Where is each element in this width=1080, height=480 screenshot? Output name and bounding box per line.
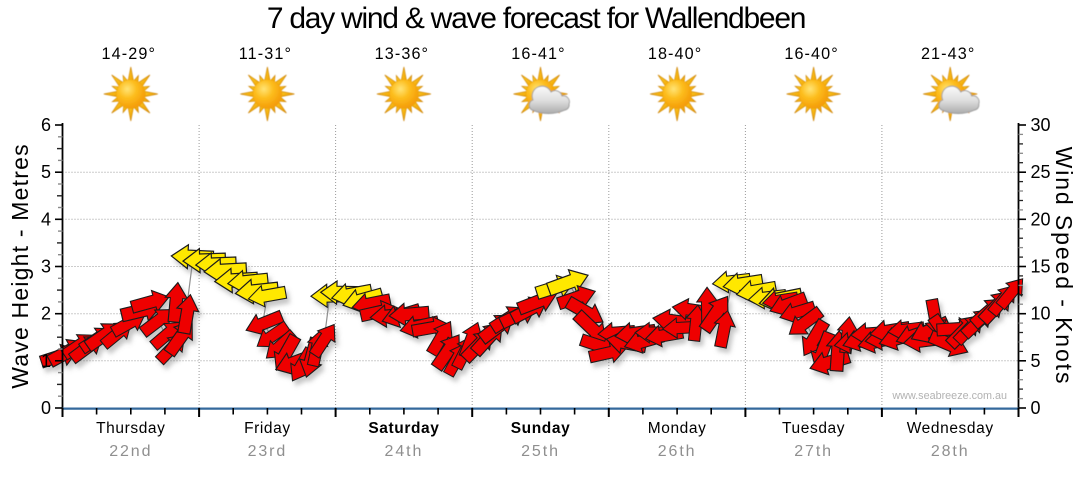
- svg-text:0: 0: [1031, 398, 1041, 418]
- svg-text:Monday: Monday: [648, 420, 707, 437]
- svg-text:6: 6: [41, 115, 51, 135]
- svg-text:30: 30: [1031, 115, 1051, 135]
- svg-text:4: 4: [41, 209, 51, 229]
- svg-text:25: 25: [1031, 162, 1051, 182]
- svg-text:20: 20: [1031, 209, 1051, 229]
- svg-text:5: 5: [41, 162, 51, 182]
- svg-text:5: 5: [1031, 351, 1041, 371]
- svg-text:25th: 25th: [521, 443, 560, 460]
- svg-text:24th: 24th: [385, 443, 424, 460]
- svg-text:Wednesday: Wednesday: [907, 420, 994, 437]
- svg-text:Friday: Friday: [244, 420, 291, 437]
- svg-text:www.seabreeze.com.au: www.seabreeze.com.au: [891, 390, 1007, 402]
- svg-text:22nd: 22nd: [109, 443, 152, 460]
- svg-text:Wave Height - Metres: Wave Height - Metres: [7, 143, 33, 389]
- svg-text:3: 3: [41, 257, 51, 277]
- svg-text:7 day wind & wave forecast for: 7 day wind & wave forecast for Wallendbe…: [267, 2, 805, 35]
- svg-text:16-40°: 16-40°: [784, 45, 838, 63]
- svg-text:14-29°: 14-29°: [102, 45, 156, 63]
- svg-text:26th: 26th: [658, 443, 697, 460]
- svg-text:2: 2: [41, 304, 51, 324]
- svg-text:16-41°: 16-41°: [511, 45, 565, 63]
- svg-text:0: 0: [41, 398, 51, 418]
- svg-text:21-43°: 21-43°: [921, 45, 975, 63]
- svg-text:Wind Speed - Knots: Wind Speed - Knots: [1051, 147, 1077, 386]
- svg-text:Sunday: Sunday: [511, 420, 571, 437]
- svg-text:1: 1: [41, 351, 51, 371]
- svg-text:13-36°: 13-36°: [375, 45, 429, 63]
- svg-text:28th: 28th: [931, 443, 970, 460]
- svg-text:11-31°: 11-31°: [239, 45, 292, 63]
- svg-text:Thursday: Thursday: [96, 420, 165, 437]
- svg-text:Saturday: Saturday: [368, 420, 439, 437]
- svg-text:23rd: 23rd: [248, 443, 288, 460]
- svg-text:18-40°: 18-40°: [648, 45, 702, 63]
- svg-text:27th: 27th: [794, 443, 833, 460]
- svg-text:10: 10: [1031, 304, 1051, 324]
- svg-text:15: 15: [1031, 257, 1051, 277]
- svg-text:Tuesday: Tuesday: [782, 420, 845, 437]
